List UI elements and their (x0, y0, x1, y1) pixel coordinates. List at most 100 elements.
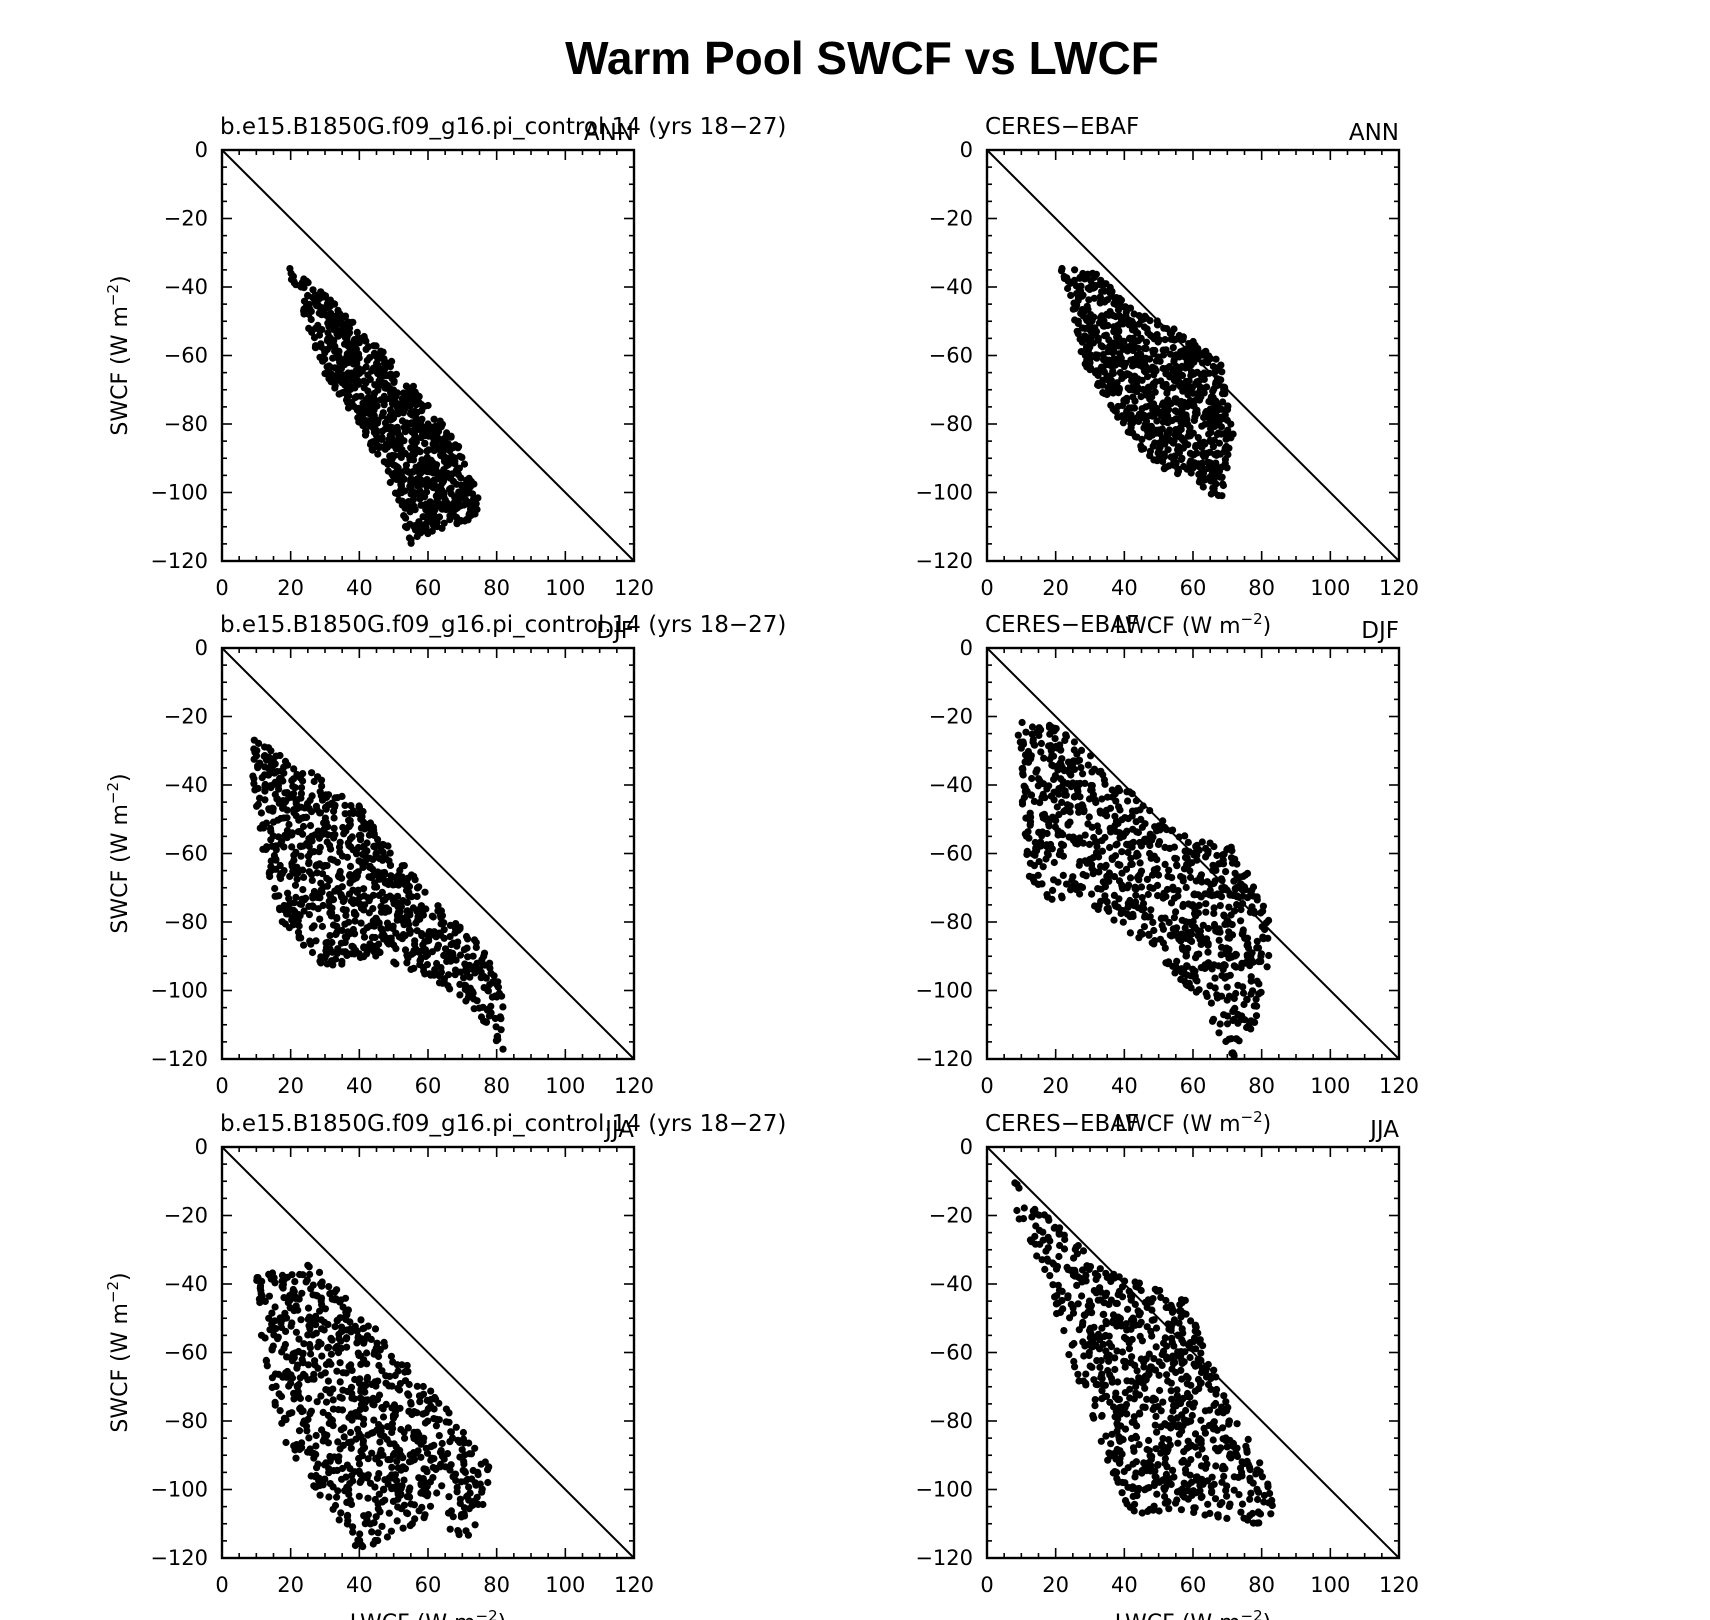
scatter-point (382, 395, 390, 403)
scatter-point (408, 437, 416, 445)
scatter-point (423, 518, 432, 526)
scatter-point (399, 1524, 407, 1532)
scatter-point (293, 1364, 301, 1372)
scatter-point (1202, 908, 1210, 916)
scatter-point (282, 1438, 290, 1447)
scatter-point (1210, 961, 1218, 969)
scatter-point (1182, 377, 1190, 386)
y-axis-title: SWCF (W m−2) (104, 773, 133, 933)
scatter-point (1033, 766, 1041, 774)
scatter-point (1232, 963, 1240, 971)
scatter-point (1233, 874, 1241, 882)
scatter-point (393, 1457, 401, 1465)
scatter-point (1168, 417, 1176, 425)
scatter-point (1190, 402, 1198, 410)
scatter-point (1133, 828, 1141, 836)
scatter-point (1114, 323, 1122, 331)
scatter-point (297, 1316, 305, 1324)
scatter-point (418, 407, 426, 415)
scatter-point (454, 471, 462, 479)
scatter-point (457, 481, 465, 489)
scatter-point (423, 453, 431, 461)
scatter-point (291, 1278, 299, 1286)
scatter-point (464, 953, 472, 961)
scatter-point (1050, 727, 1058, 735)
scatter-point (288, 777, 296, 785)
scatter-point (1188, 902, 1196, 910)
scatter-point (314, 321, 322, 329)
scatter-point (389, 922, 397, 930)
scatter-point (484, 1005, 492, 1014)
scatter-point (1199, 384, 1207, 392)
scatter-point (1181, 832, 1189, 840)
scatter-point (283, 806, 291, 814)
scatter-point (360, 933, 369, 941)
x-tick-label: 40 (346, 1573, 373, 1597)
scatter-point (351, 930, 359, 938)
scatter-point (1101, 780, 1109, 788)
scatter-point (412, 447, 420, 455)
scatter-point (375, 1470, 383, 1478)
scatter-point (346, 843, 355, 851)
scatter-point (333, 1466, 341, 1474)
scatter-point (484, 1478, 492, 1487)
scatter-point (1164, 402, 1172, 410)
scatter-point (299, 1350, 307, 1358)
scatter-point (359, 1543, 367, 1551)
scatter-point (1164, 428, 1172, 436)
scatter-point (352, 874, 360, 882)
scatter-point (300, 941, 308, 949)
scatter-point (1098, 795, 1106, 803)
scatter-point (388, 1463, 396, 1471)
scatter-point (411, 876, 419, 884)
scatter-point (1191, 341, 1199, 349)
scatter-point (1208, 467, 1216, 475)
scatter-point (1130, 359, 1138, 367)
scatter-point (428, 912, 436, 920)
scatter-point (1083, 316, 1091, 324)
scatter-point (333, 915, 341, 923)
scatter-point (473, 997, 481, 1005)
scatter-point (1166, 373, 1174, 381)
scatter-point (324, 801, 332, 809)
scatter-point (421, 1419, 429, 1427)
scatter-point (321, 349, 329, 357)
scatter-point (1180, 401, 1188, 409)
x-tick-label: 40 (346, 1074, 373, 1098)
scatter-point (444, 951, 452, 959)
scatter-point (387, 416, 395, 424)
scatter-point (334, 1487, 342, 1495)
scatter-point (1217, 361, 1225, 369)
scatter-point (1143, 875, 1151, 884)
scatter-point (277, 1392, 286, 1401)
scatter-point (351, 1322, 359, 1330)
scatter-point (1193, 841, 1201, 850)
scatter-point (356, 836, 365, 844)
scatter-point (463, 484, 471, 492)
scatter-point (1098, 288, 1106, 296)
scatter-point (1207, 410, 1215, 418)
scatter-point (336, 1378, 344, 1386)
scatter-point (381, 419, 389, 427)
scatter-point (407, 485, 415, 493)
scatter-point (375, 1361, 383, 1370)
scatter-point (273, 795, 281, 803)
scatter-point (1050, 775, 1058, 784)
scatter-point (446, 933, 454, 941)
scatter-point (354, 868, 362, 876)
scatter-point (1248, 903, 1256, 911)
scatter-point (1088, 332, 1096, 340)
scatter-point (333, 1493, 341, 1501)
scatter-point (374, 1505, 382, 1513)
scatter-point (432, 514, 440, 522)
scatter-point (389, 896, 397, 904)
scatter-point (261, 752, 269, 760)
scatter-point (1147, 331, 1155, 339)
scatter-point (1097, 885, 1105, 893)
scatter-point (1173, 966, 1181, 974)
scatter-point (341, 1294, 350, 1302)
scatter-point (388, 1382, 396, 1390)
x-tick-label: 0 (980, 1074, 993, 1098)
scatter-point (312, 344, 320, 352)
